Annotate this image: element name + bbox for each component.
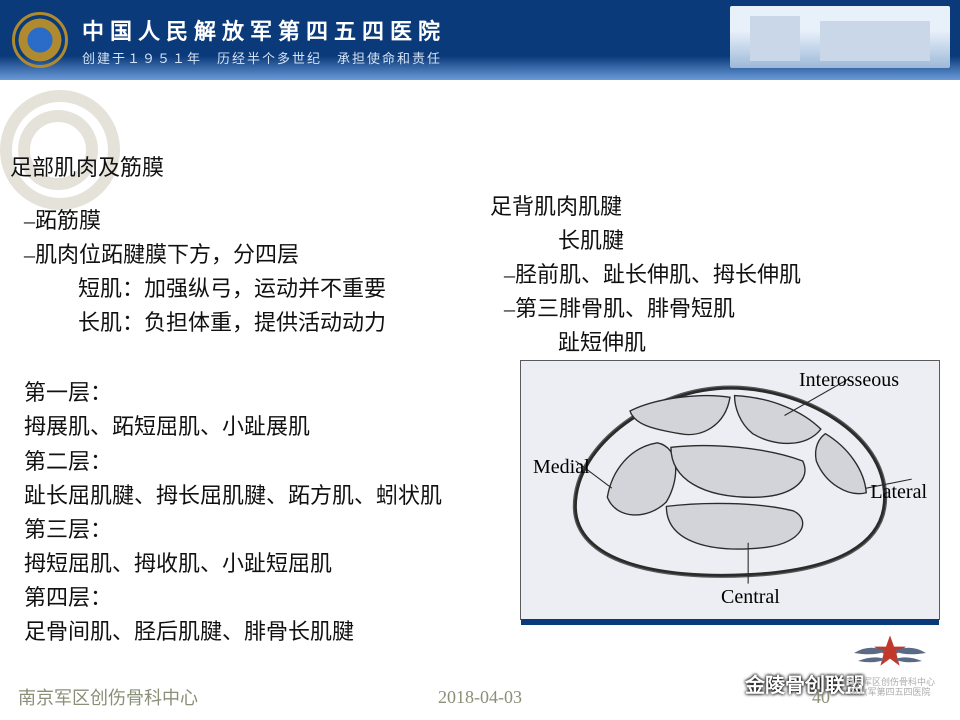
banner-text-block: 中国人民解放军第四五四医院 创建于１９５１年 历经半个多世纪 承担使命和责任 [82,14,446,67]
left-b2: –肌肉位跖腱膜下方，分四层 [10,238,480,272]
label-medial: Medial [533,456,590,479]
layer4-h: 第四层： [10,581,480,615]
layer1-h: 第一层： [10,376,480,410]
layer2: 趾长屈肌腱、拇长屈肌腱、跖方肌、蚓状肌 [10,479,480,513]
diagram-svg [521,361,939,597]
label-lateral: Lateral [870,481,927,504]
footer-page: 40 [812,687,830,708]
left-b2a: 短肌：加强纵弓，运动并不重要 [10,272,480,306]
layer3-h: 第三层： [10,513,480,547]
hospital-building-icon [730,6,950,68]
right-title: 足背肌肉肌腱 [490,190,960,224]
hospital-emblem-icon [12,12,68,68]
left-b2b: 长肌：负担体重，提供活动动力 [10,306,480,340]
right-column: 足背肌肉肌腱 长肌腱 –胫前肌、趾长伸肌、拇长伸肌 –第三腓骨肌、腓骨短肌 趾短… [490,150,960,360]
label-interosseous: Interosseous [799,369,899,392]
foot-cross-section-diagram: Interosseous Medial Lateral Central [520,360,940,620]
banner-title: 中国人民解放军第四五四医院 [82,14,446,46]
wings-star-icon [850,628,930,678]
left-title: 足部肌肉及筋膜 [10,150,480,182]
hospital-banner: 中国人民解放军第四五四医院 创建于１９５１年 历经半个多世纪 承担使命和责任 [0,0,960,80]
footer-date: 2018-04-03 [438,687,522,708]
layer1: 拇展肌、跖短屈肌、小趾展肌 [10,410,480,444]
footer-left: 南京军区创伤骨科中心 [18,684,198,710]
right-r0: 长肌腱 [490,224,960,258]
right-r1: –胫前肌、趾长伸肌、拇长伸肌 [490,258,960,292]
layer3: 拇短屈肌、拇收肌、小趾短屈肌 [10,547,480,581]
layer2-h: 第二层： [10,445,480,479]
left-column: 足部肌肉及筋膜 –跖筋膜 –肌肉位跖腱膜下方，分四层 短肌：加强纵弓，运动并不重… [10,150,480,649]
slide-footer: 南京军区创伤骨科中心 2018-04-03 40 [0,680,960,714]
right-r3: 趾短伸肌 [490,326,960,360]
banner-subtitle: 创建于１９５１年 历经半个多世纪 承担使命和责任 [82,48,446,67]
label-central: Central [721,586,780,609]
left-b1: –跖筋膜 [10,204,480,238]
right-r2: –第三腓骨肌、腓骨短肌 [490,292,960,326]
layer4: 足骨间肌、胫后肌腱、腓骨长肌腱 [10,615,480,649]
